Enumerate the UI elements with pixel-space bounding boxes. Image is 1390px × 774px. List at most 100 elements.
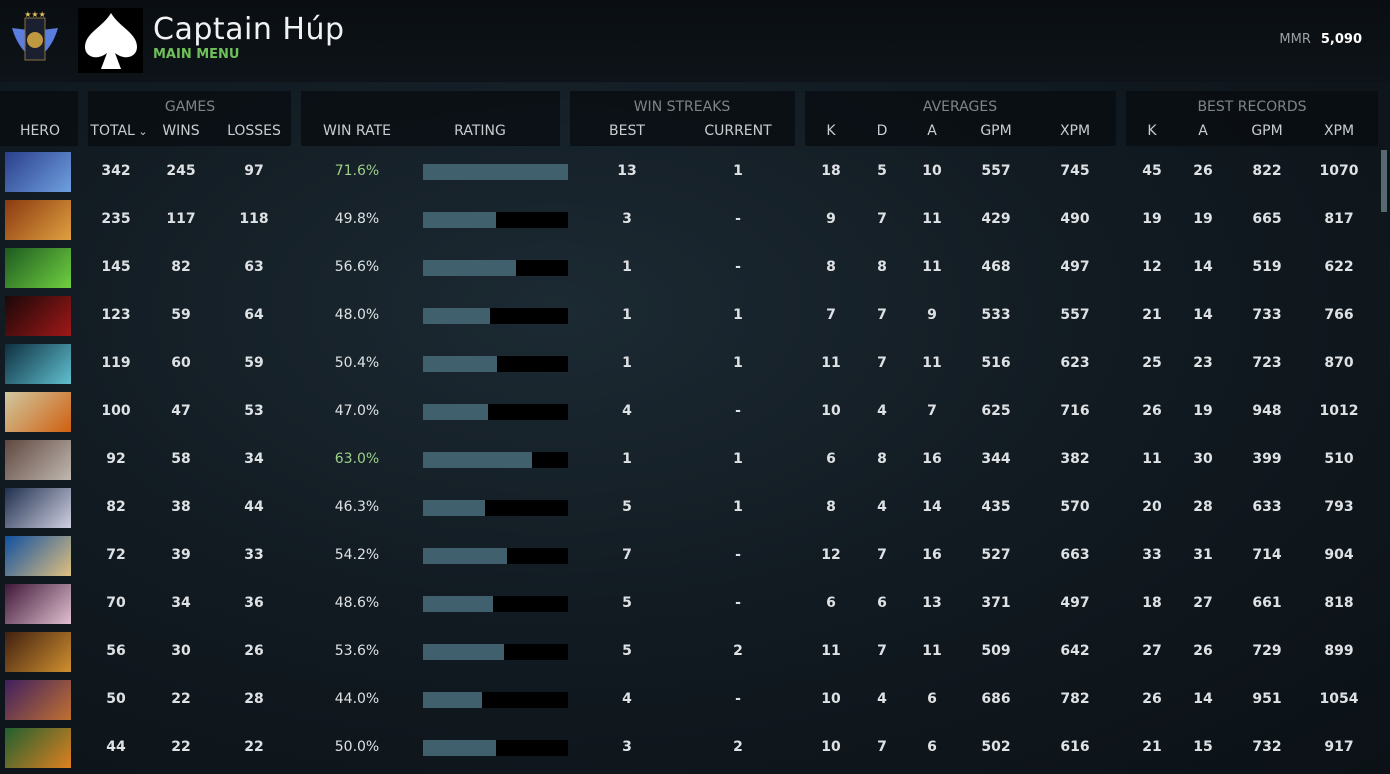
main-menu-link[interactable]: MAIN MENU — [153, 47, 240, 62]
spade-icon — [84, 12, 137, 69]
cell-best: 5 — [622, 499, 632, 515]
hero-portrait[interactable] — [5, 584, 71, 624]
cell-xpm: 745 — [1060, 163, 1090, 179]
cell-wins: 47 — [171, 403, 191, 419]
cell-losses: 36 — [244, 595, 264, 611]
rating-bar-fill — [423, 740, 496, 756]
column-header-ba[interactable]: A — [1198, 123, 1208, 139]
rating-bar — [423, 452, 568, 468]
column-header-win_rate[interactable]: WIN RATE — [323, 123, 391, 139]
header-panel-rating — [301, 91, 560, 146]
cell-bxpm: 1070 — [1319, 163, 1359, 179]
cell-wins: 245 — [166, 163, 196, 179]
hero-portrait[interactable] — [5, 440, 71, 480]
column-header-rating[interactable]: RATING — [454, 123, 506, 139]
cell-k: 9 — [826, 211, 836, 227]
column-header-d[interactable]: D — [877, 123, 888, 139]
column-header-bgpm[interactable]: GPM — [1251, 123, 1282, 139]
header-panel-best — [1126, 91, 1378, 146]
group-averages: AVERAGES — [922, 99, 998, 115]
cell-current: 1 — [733, 355, 743, 371]
cell-win-rate: 46.3% — [334, 499, 380, 515]
hero-portrait[interactable] — [5, 296, 71, 336]
mmr-label: MMR — [1279, 32, 1311, 47]
cell-losses: 97 — [244, 163, 264, 179]
cell-best: 3 — [622, 211, 632, 227]
cell-win-rate: 63.0% — [334, 451, 380, 467]
column-label: HERO — [19, 123, 61, 139]
column-header-current[interactable]: CURRENT — [704, 123, 771, 139]
hero-portrait[interactable] — [5, 680, 71, 720]
cell-bxpm: 793 — [1324, 499, 1354, 515]
cell-best: 1 — [622, 307, 632, 323]
hero-portrait[interactable] — [5, 200, 71, 240]
column-header-k[interactable]: K — [826, 123, 835, 139]
rating-bar — [423, 596, 568, 612]
rating-bar — [423, 644, 568, 660]
cell-bxpm: 899 — [1324, 643, 1354, 659]
rating-bar — [423, 500, 568, 516]
hero-portrait[interactable] — [5, 632, 71, 672]
cell-ba: 19 — [1193, 403, 1213, 419]
cell-current: 1 — [733, 451, 743, 467]
cell-current: 1 — [733, 499, 743, 515]
cell-losses: 33 — [244, 547, 264, 563]
hero-portrait[interactable] — [5, 344, 71, 384]
column-label: K — [1147, 123, 1157, 139]
cell-bk: 20 — [1142, 499, 1162, 515]
column-header-xpm[interactable]: XPM — [1060, 123, 1090, 139]
cell-current: - — [735, 211, 741, 227]
cell-bxpm: 818 — [1324, 595, 1354, 611]
cell-wins: 58 — [171, 451, 191, 467]
column-header-bk[interactable]: K — [1147, 123, 1156, 139]
hero-portrait[interactable] — [5, 152, 71, 192]
cell-win-rate: 47.0% — [334, 403, 380, 419]
cell-ba: 14 — [1193, 691, 1213, 707]
cell-win-rate: 48.0% — [334, 307, 380, 323]
column-header-losses[interactable]: LOSSES — [227, 123, 281, 139]
column-header-best[interactable]: BEST — [609, 123, 645, 139]
hero-portrait[interactable] — [5, 488, 71, 528]
rating-bar-fill — [423, 548, 508, 564]
rating-bar-fill — [423, 356, 497, 372]
cell-bk: 18 — [1142, 595, 1162, 611]
cell-d: 8 — [877, 259, 887, 275]
cell-a: 16 — [922, 451, 942, 467]
cell-bxpm: 510 — [1324, 451, 1354, 467]
cell-total: 50 — [106, 691, 126, 707]
cell-bgpm: 729 — [1252, 643, 1282, 659]
cell-bgpm: 665 — [1252, 211, 1282, 227]
cell-win-rate: 71.6% — [334, 163, 380, 179]
cell-k: 11 — [821, 643, 841, 659]
cell-win-rate: 50.0% — [334, 739, 380, 755]
cell-losses: 28 — [244, 691, 264, 707]
cell-current: - — [735, 595, 741, 611]
hero-portrait[interactable] — [5, 248, 71, 288]
cell-ba: 19 — [1193, 211, 1213, 227]
cell-d: 4 — [877, 403, 887, 419]
cell-ba: 30 — [1193, 451, 1213, 467]
column-header-hero[interactable]: HERO — [20, 123, 60, 139]
column-header-bxpm[interactable]: XPM — [1324, 123, 1354, 139]
cell-a: 6 — [927, 691, 937, 707]
scrollbar[interactable] — [1381, 150, 1387, 212]
cell-xpm: 623 — [1060, 355, 1090, 371]
cell-best: 1 — [622, 451, 632, 467]
column-label: LOSSES — [227, 123, 281, 139]
cell-current: - — [735, 547, 741, 563]
avatar[interactable] — [78, 8, 143, 73]
cell-xpm: 663 — [1060, 547, 1090, 563]
cell-bk: 33 — [1142, 547, 1162, 563]
hero-portrait[interactable] — [5, 392, 71, 432]
mmr-value: 5,090 — [1320, 32, 1362, 47]
cell-xpm: 716 — [1060, 403, 1090, 419]
column-header-wins[interactable]: WINS — [162, 123, 199, 139]
column-header-a[interactable]: A — [927, 123, 937, 139]
column-header-total[interactable]: TOTAL ⌄ — [90, 123, 147, 139]
hero-portrait[interactable] — [5, 536, 71, 576]
cell-d: 5 — [877, 163, 887, 179]
cell-win-rate: 56.6% — [334, 259, 380, 275]
column-header-gpm[interactable]: GPM — [980, 123, 1011, 139]
cell-gpm: 502 — [981, 739, 1011, 755]
hero-portrait[interactable] — [5, 728, 71, 768]
